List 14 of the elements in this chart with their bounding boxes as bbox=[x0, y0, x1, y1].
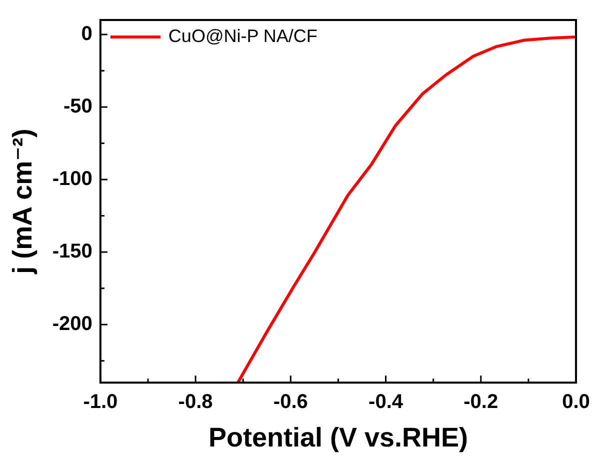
x-axis-title: Potential (V vs.RHE) bbox=[208, 422, 468, 452]
y-axis-title: j (mA cm⁻²) bbox=[8, 128, 38, 275]
y-tick-label: 0 bbox=[81, 23, 92, 46]
x-tick-label: -0.6 bbox=[273, 391, 308, 414]
y-tick-label: -150 bbox=[52, 240, 92, 263]
x-tick-label: 0.0 bbox=[562, 391, 590, 414]
x-tick-label: -1.0 bbox=[83, 391, 118, 414]
y-tick-label: -200 bbox=[52, 313, 92, 336]
x-tick-label: -0.8 bbox=[178, 391, 213, 414]
y-tick-label: -50 bbox=[64, 96, 92, 118]
y-tick-label: -100 bbox=[52, 168, 92, 190]
x-tick-label: -0.2 bbox=[464, 391, 498, 414]
legend-label: CuO@Ni-P NA/CF bbox=[168, 26, 318, 46]
x-tick-label: -0.4 bbox=[368, 391, 404, 414]
